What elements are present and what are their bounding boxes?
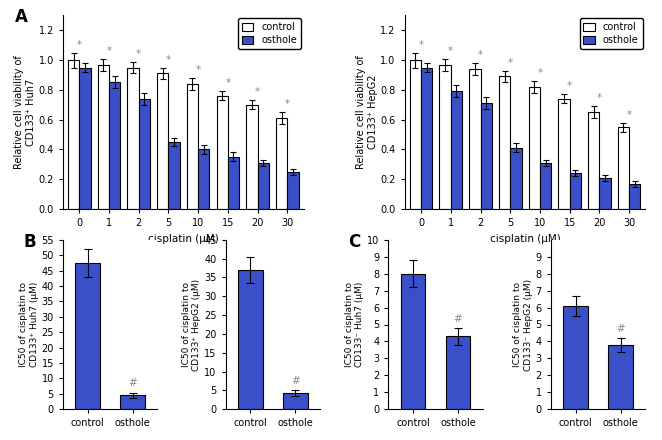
Y-axis label: Relative cell viability of
CD133⁺ HepG2: Relative cell viability of CD133⁺ HepG2 [356,55,377,169]
Bar [258,163,269,209]
Y-axis label: IC50 of cisplatin to
CD133⁻ HepG2 (μM): IC50 of cisplatin to CD133⁻ HepG2 (μM) [514,279,533,370]
Y-axis label: IC50 of cisplatin to
CD133⁺ HepG2 (μM): IC50 of cisplatin to CD133⁺ HepG2 (μM) [182,279,201,370]
Bar [588,112,599,209]
Bar [168,142,179,209]
Text: *: * [418,40,424,50]
Bar [216,96,228,209]
Bar [198,150,209,209]
Text: *: * [77,40,82,50]
Y-axis label: Relative cell viability of
CD133⁺ Huh7: Relative cell viability of CD133⁺ Huh7 [14,55,36,169]
Bar [558,99,570,209]
Bar [287,172,299,209]
Bar [109,82,120,209]
Bar [228,157,239,209]
Bar [138,99,150,209]
Text: *: * [567,81,572,92]
Legend: control, osthole: control, osthole [238,18,301,49]
Text: *: * [255,87,260,97]
Text: *: * [478,50,483,60]
Text: *: * [225,78,230,88]
Bar [440,65,451,209]
Text: #: # [453,314,462,324]
Bar [446,336,471,409]
Bar [599,178,610,209]
Text: *: * [166,55,171,65]
Bar [410,60,421,209]
Bar [510,148,522,209]
Bar [563,306,588,409]
Bar [451,92,462,209]
Bar [120,395,145,409]
Bar [127,67,138,209]
Text: *: * [508,58,513,67]
Y-axis label: IC50 of cisplatin to
CD133⁻ Huh7 (μM): IC50 of cisplatin to CD133⁻ Huh7 (μM) [345,282,364,367]
Bar [79,67,91,209]
Text: *: * [195,65,201,75]
Bar [157,73,168,209]
X-axis label: cisplatin (μM): cisplatin (μM) [148,234,218,244]
Bar [187,84,198,209]
Bar [629,183,640,209]
Text: *: * [538,68,543,78]
Bar [608,345,633,409]
Bar [529,87,540,209]
Bar [246,105,258,209]
Bar [540,163,551,209]
Bar [238,270,263,409]
Bar [276,118,287,209]
Bar [401,274,426,409]
Text: B: B [23,233,36,251]
Text: *: * [448,46,453,55]
X-axis label: cisplatin (μM): cisplatin (μM) [490,234,561,244]
Text: #: # [128,378,137,388]
Bar [618,127,629,209]
Y-axis label: IC50 of cisplatin to
CD133⁺ Huh7 (μM): IC50 of cisplatin to CD133⁺ Huh7 (μM) [19,282,38,367]
Text: #: # [291,376,300,386]
Text: *: * [285,99,290,109]
Bar [68,60,79,209]
Legend: control, osthole: control, osthole [579,18,643,49]
Bar [75,263,100,409]
Bar [499,77,510,209]
Text: *: * [626,110,632,120]
Text: *: * [107,46,112,55]
Text: A: A [15,7,28,26]
Bar [421,67,432,209]
Bar [469,69,481,209]
Text: C: C [348,233,361,251]
Text: *: * [596,93,602,103]
Bar [98,65,109,209]
Text: *: * [136,48,141,59]
Bar [283,393,308,409]
Bar [570,173,581,209]
Text: #: # [616,324,625,334]
Bar [481,103,492,209]
